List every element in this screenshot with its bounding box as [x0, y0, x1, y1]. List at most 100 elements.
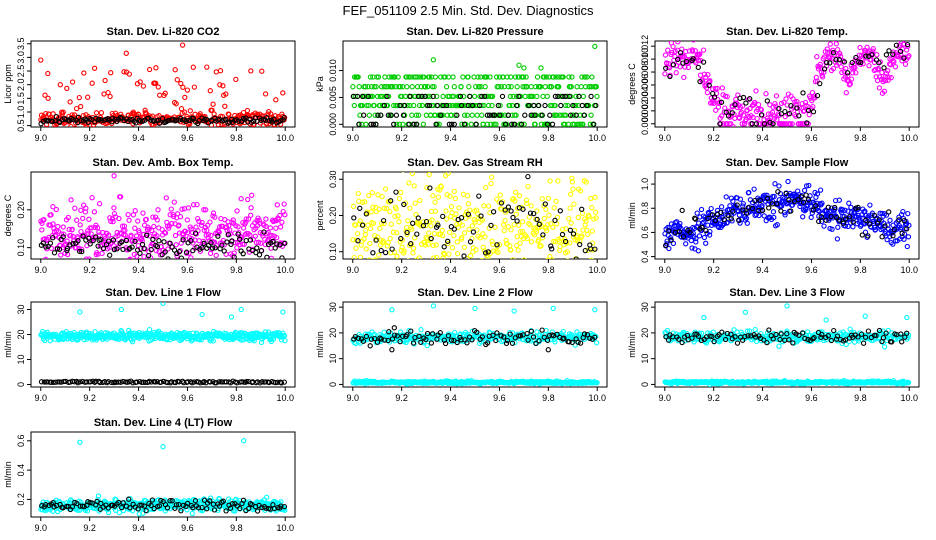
data-point-secondary — [502, 121, 509, 127]
data-point-secondary — [266, 379, 272, 386]
data-point-primary — [78, 207, 84, 213]
data-point-primary — [424, 342, 430, 349]
data-point-primary — [567, 205, 573, 211]
data-point-secondary — [525, 173, 531, 180]
data-point-primary — [906, 222, 912, 228]
data-point-secondary — [855, 204, 861, 211]
data-point-primary — [367, 257, 372, 259]
data-point-primary — [743, 215, 750, 221]
data-point-secondary — [804, 120, 810, 126]
data-point-primary — [751, 186, 757, 192]
data-point-primary — [572, 102, 579, 109]
data-point-primary — [563, 226, 569, 232]
data-point-primary — [92, 329, 98, 335]
data-point-secondary — [469, 102, 476, 109]
data-point-primary — [413, 112, 420, 118]
data-point-primary — [881, 344, 888, 350]
data-point-primary — [429, 217, 435, 223]
data-point-primary — [375, 192, 381, 198]
data-point-primary — [593, 215, 599, 221]
data-point-primary — [353, 245, 359, 251]
data-point-primary — [512, 189, 519, 195]
data-point-secondary — [440, 102, 446, 109]
data-point-primary — [126, 327, 132, 334]
data-point-primary — [425, 93, 431, 100]
data-point-primary — [829, 226, 835, 232]
data-point-primary — [575, 214, 581, 221]
data-point-secondary — [823, 217, 829, 223]
data-point-primary — [418, 74, 424, 80]
data-point-primary — [150, 214, 156, 220]
data-point-primary — [771, 113, 777, 119]
data-point-primary — [876, 85, 883, 91]
data-point-secondary — [144, 232, 150, 238]
data-point-primary — [884, 236, 890, 243]
data-point-primary — [549, 102, 555, 109]
data-point-secondary — [378, 247, 384, 254]
x-tick-label: 9.6 — [493, 133, 506, 143]
data-point-primary — [719, 113, 725, 119]
data-point-primary — [484, 264, 488, 268]
data-point-primary — [72, 205, 78, 211]
data-point-primary — [593, 340, 600, 346]
data-point-primary — [508, 247, 514, 253]
data-point-primary — [207, 250, 214, 257]
data-point-primary — [568, 84, 574, 90]
data-point-primary — [182, 94, 188, 101]
data-point-primary — [127, 256, 133, 259]
panel-title: Stan. Dev. Li-820 Pressure — [406, 26, 543, 38]
data-point-secondary — [524, 330, 530, 337]
x-tick-label: 9.8 — [230, 265, 243, 275]
data-point-primary — [867, 202, 873, 208]
data-point-primary — [247, 232, 253, 238]
data-point-secondary — [743, 100, 749, 106]
data-point-secondary — [137, 250, 143, 256]
data-point-primary — [431, 255, 437, 259]
data-point-primary — [431, 84, 437, 90]
data-point-primary — [406, 258, 410, 259]
data-point-primary — [705, 72, 711, 78]
data-point-primary — [140, 83, 147, 89]
data-point-primary — [753, 88, 759, 94]
data-point-primary — [439, 232, 446, 239]
data-point-primary — [170, 126, 174, 127]
data-point-primary — [213, 252, 219, 259]
data-point-primary — [690, 230, 696, 236]
data-point-primary — [86, 216, 92, 222]
data-point-primary — [458, 278, 462, 282]
data-point-primary — [471, 93, 478, 100]
data-point-primary — [502, 217, 508, 224]
data-point-primary — [816, 208, 822, 214]
data-point-secondary — [419, 93, 425, 100]
data-point-primary — [48, 212, 54, 218]
data-point-secondary — [859, 232, 865, 238]
data-point-secondary — [243, 237, 249, 244]
data-point-primary — [571, 201, 577, 207]
x-tick-label: 9.2 — [395, 133, 408, 143]
data-point-primary — [50, 221, 56, 227]
data-point-primary — [701, 314, 707, 321]
data-point-primary — [277, 212, 283, 219]
data-point-primary — [904, 314, 910, 321]
data-point-secondary — [827, 60, 833, 66]
data-point-primary — [146, 226, 152, 232]
data-point-secondary — [97, 379, 103, 386]
data-point-secondary — [354, 93, 361, 100]
data-point-secondary — [752, 197, 758, 204]
data-point-secondary — [108, 379, 115, 386]
data-point-primary — [115, 244, 121, 251]
data-point-primary — [452, 195, 459, 202]
data-point-primary — [524, 200, 530, 207]
data-point-secondary — [841, 59, 848, 65]
data-point-primary — [55, 223, 61, 230]
data-point-primary — [843, 65, 849, 72]
data-point-primary — [238, 196, 244, 202]
data-point-primary — [363, 246, 369, 252]
data-point-secondary — [457, 93, 464, 100]
data-point-primary — [42, 256, 49, 259]
data-point-primary — [106, 244, 112, 251]
data-point-secondary — [40, 240, 46, 246]
data-point-primary — [396, 121, 403, 127]
y-axis-label: Licor ppm — [3, 64, 13, 104]
data-point-secondary — [536, 338, 542, 344]
